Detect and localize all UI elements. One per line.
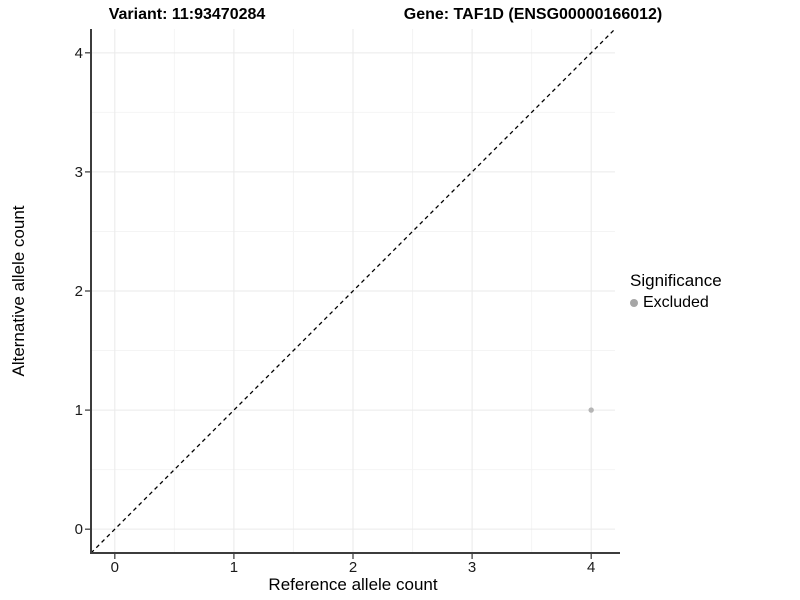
excluded-point-icon xyxy=(630,299,638,307)
y-tick-label: 4 xyxy=(75,45,83,62)
x-axis-title: Reference allele count xyxy=(268,575,438,594)
x-tick-label: 2 xyxy=(349,559,357,576)
y-tick-label: 0 xyxy=(75,521,83,538)
x-tick-label: 1 xyxy=(230,559,238,576)
legend-title: Significance xyxy=(630,271,722,290)
y-tick-label: 3 xyxy=(75,164,83,181)
legend: Significance Excluded xyxy=(630,271,722,312)
legend-item-label: Excluded xyxy=(643,294,709,311)
gene-title: Gene: TAF1D (ENSG00000166012) xyxy=(403,6,663,23)
variant-title: Variant: 11:93470284 xyxy=(108,6,266,23)
legend-item-excluded: Excluded xyxy=(630,294,722,312)
x-tick-label: 4 xyxy=(587,559,595,576)
identity-line xyxy=(90,28,616,554)
y-axis-title: Alternative allele count xyxy=(9,205,28,377)
data-point xyxy=(588,407,594,413)
y-tick-label: 2 xyxy=(75,283,83,300)
x-tick-label: 3 xyxy=(468,559,476,576)
x-tick-label: 0 xyxy=(111,559,119,576)
y-tick-label: 1 xyxy=(75,402,83,419)
